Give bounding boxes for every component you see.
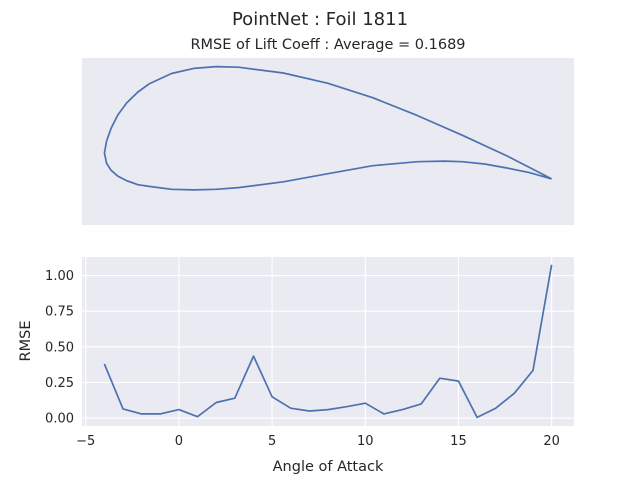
y-tick-label: 0.50 [45, 340, 74, 355]
y-tick-label: 1.00 [45, 269, 74, 284]
rmse-x-axis-label: Angle of Attack [273, 459, 384, 475]
rmse-y-axis-label: RMSE [18, 321, 34, 362]
rmse-axes: −5 0 5 10 15 20 0.00 0.25 0.50 0.75 1.00 Angle of… [18, 257, 574, 475]
x-tick-label: −5 [76, 434, 95, 449]
y-tick-label: 0.25 [45, 376, 74, 391]
x-tick-label: 5 [268, 434, 276, 449]
airfoil-axes [82, 58, 574, 225]
x-tick-label: 10 [357, 434, 374, 449]
rmse-series-line [103, 264, 553, 419]
y-tick-label: 0.00 [45, 412, 74, 427]
rmse-grid [82, 257, 574, 426]
rmse-x-ticks: −5 0 5 10 15 20 [76, 434, 560, 449]
figure-subtitle: RMSE of Lift Coeff : Average = 0.1689 [190, 37, 465, 53]
rmse-y-ticks: 0.00 0.25 0.50 0.75 1.00 [45, 269, 74, 427]
x-tick-label: 20 [543, 434, 560, 449]
airfoil-plot-area [82, 58, 574, 225]
x-tick-label: 0 [175, 434, 183, 449]
rmse-plot-area [82, 257, 574, 426]
y-tick-label: 0.75 [45, 305, 74, 320]
airfoil-outline-line [103, 65, 552, 191]
figure-suptitle: PointNet : Foil 1811 [232, 9, 408, 30]
x-tick-label: 15 [450, 434, 467, 449]
